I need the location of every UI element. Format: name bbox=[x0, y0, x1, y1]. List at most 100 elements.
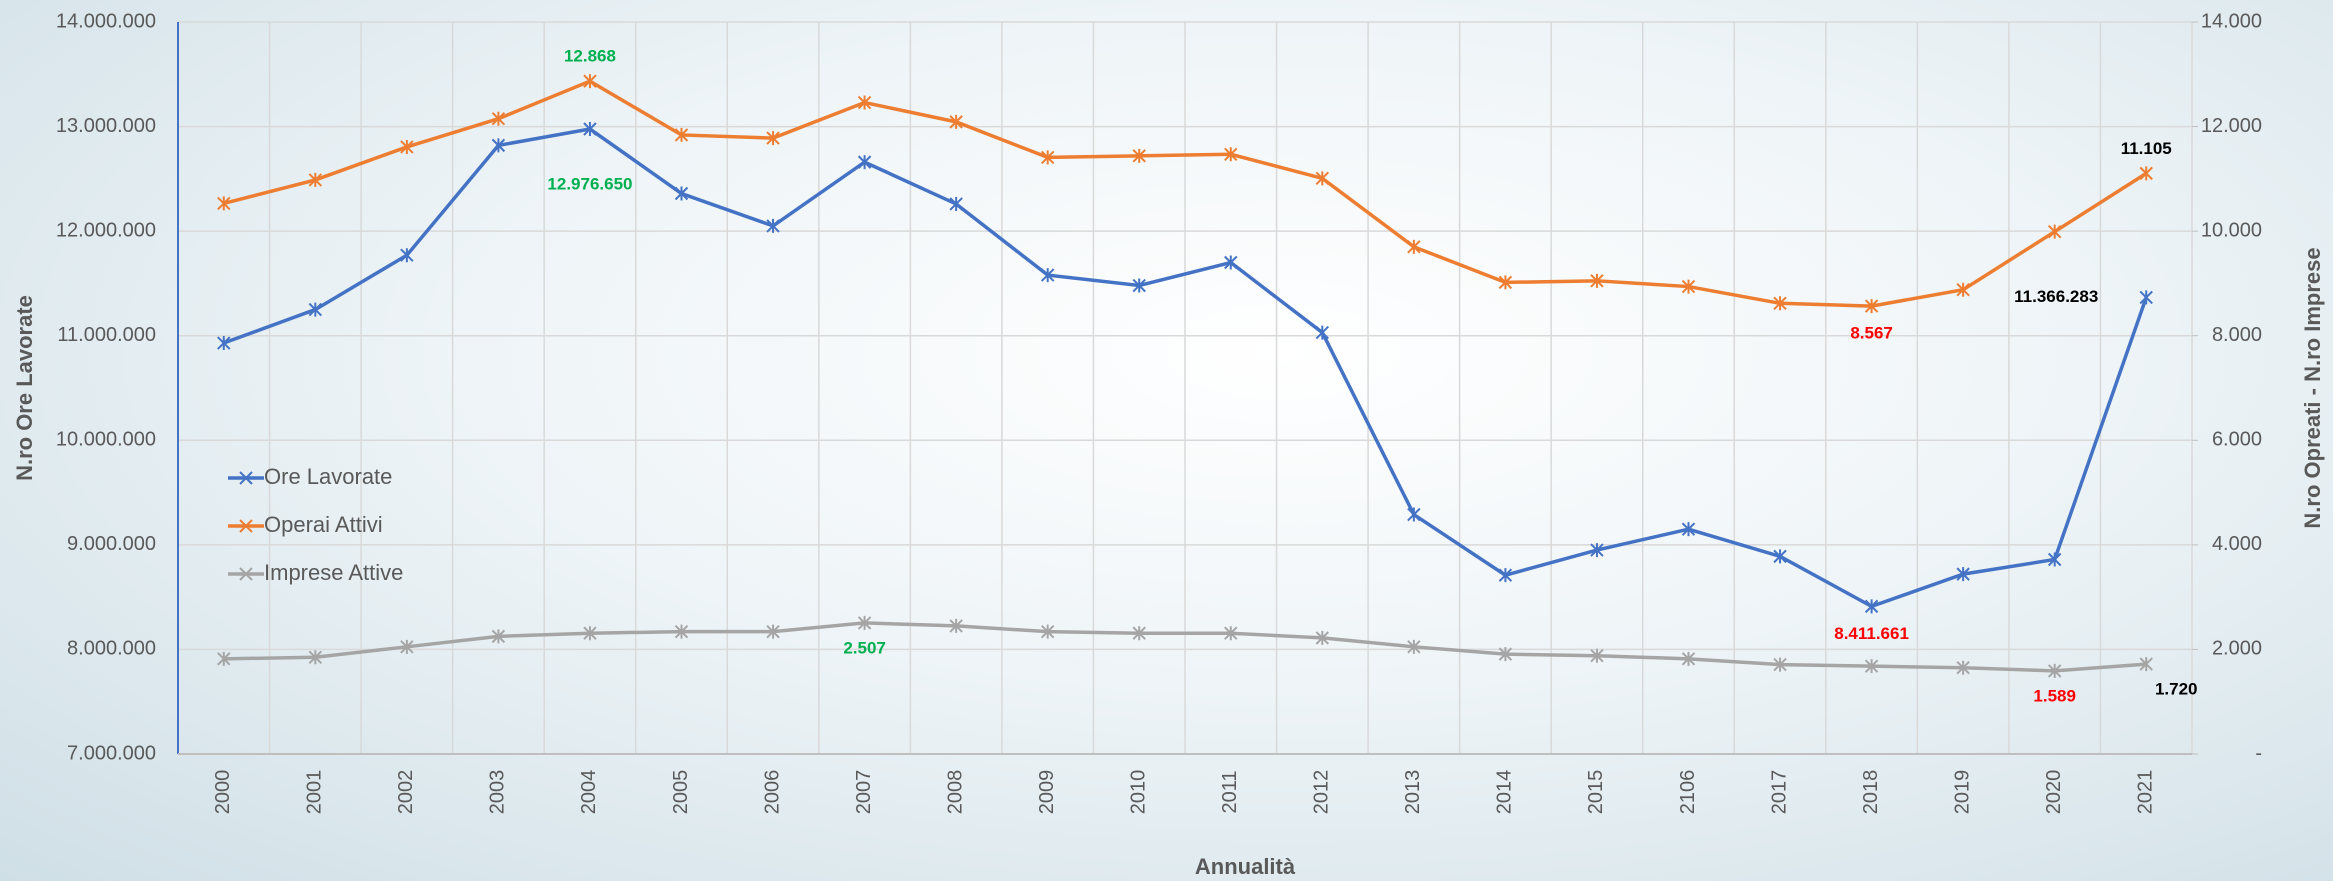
x-tick-label: 2020 bbox=[2043, 770, 2065, 815]
marker bbox=[583, 122, 597, 137]
x-tick-label: 2004 bbox=[578, 770, 600, 815]
x-tick-label: 2015 bbox=[1585, 770, 1607, 815]
series-line bbox=[223, 79, 2148, 308]
marker bbox=[2047, 552, 2062, 567]
marker bbox=[583, 626, 597, 641]
marker bbox=[766, 131, 780, 146]
marker bbox=[1407, 239, 1421, 254]
x-tick-label: 2000 bbox=[212, 770, 234, 815]
marker bbox=[491, 111, 506, 126]
y2-axis-title: N.ro Opreati - N.ro Imprese bbox=[2300, 247, 2325, 528]
marker bbox=[1681, 651, 1696, 666]
marker bbox=[217, 196, 231, 211]
data-label: 1.720 bbox=[2155, 680, 2198, 699]
marker bbox=[1315, 171, 1330, 186]
marker bbox=[1498, 275, 1513, 290]
x-tick-label: 2106 bbox=[1677, 770, 1699, 815]
marker bbox=[1132, 148, 1146, 163]
marker bbox=[308, 302, 323, 317]
y-tick-label: 11.000.000 bbox=[57, 324, 156, 346]
y-tick-label: 7.000.000 bbox=[67, 742, 156, 764]
marker bbox=[217, 336, 231, 351]
data-label: 12.868 bbox=[564, 47, 616, 66]
marker bbox=[583, 74, 597, 89]
legend-label: Operai Attivi bbox=[264, 512, 383, 537]
marker bbox=[1040, 624, 1055, 639]
marker bbox=[2139, 290, 2153, 305]
y2-tick-label: - bbox=[2255, 742, 2262, 764]
x-tick-label: 2017 bbox=[1768, 770, 1790, 815]
x-tick-label: 2011 bbox=[1219, 770, 1241, 813]
marker bbox=[674, 127, 689, 142]
data-label: 8.411.661 bbox=[1834, 624, 1909, 643]
marker bbox=[1315, 630, 1330, 645]
marker bbox=[2047, 663, 2062, 678]
marker bbox=[857, 615, 872, 630]
x-tick-label: 2018 bbox=[1860, 770, 1882, 815]
marker bbox=[674, 186, 689, 201]
marker bbox=[1590, 648, 1604, 663]
legend-marker bbox=[239, 567, 253, 581]
x-tick-label: 2009 bbox=[1036, 770, 1058, 815]
marker bbox=[857, 95, 872, 110]
marker bbox=[1040, 268, 1055, 283]
marker bbox=[1681, 522, 1696, 537]
y-axis-title: N.ro Ore Lavorate bbox=[12, 295, 37, 481]
marker bbox=[2139, 166, 2153, 181]
marker bbox=[1773, 657, 1787, 672]
marker bbox=[1498, 568, 1513, 583]
marker bbox=[217, 651, 231, 666]
marker bbox=[2047, 224, 2062, 239]
marker bbox=[949, 618, 963, 633]
x-tick-label: 2019 bbox=[1951, 770, 1973, 815]
marker bbox=[1224, 626, 1238, 641]
marker bbox=[1224, 147, 1238, 162]
x-tick-label: 2002 bbox=[395, 770, 417, 815]
x-tick-label: 2014 bbox=[1494, 770, 1516, 815]
y2-tick-label: 8.000 bbox=[2212, 324, 2262, 346]
marker bbox=[1681, 279, 1696, 294]
x-tick-label: 2012 bbox=[1311, 770, 1333, 815]
marker bbox=[1407, 639, 1421, 654]
y-tick-label: 9.000.000 bbox=[67, 533, 156, 555]
y-tick-label: 14.000.000 bbox=[56, 10, 156, 32]
marker bbox=[1864, 659, 1879, 674]
x-tick-label: 2007 bbox=[853, 770, 875, 815]
x-tick-label: 2008 bbox=[944, 770, 966, 815]
legend-marker bbox=[239, 471, 253, 485]
marker bbox=[1590, 543, 1604, 558]
marker bbox=[1132, 278, 1146, 293]
y2-tick-label: 12.000 bbox=[2201, 115, 2262, 137]
x-tick-label: 2006 bbox=[761, 770, 783, 815]
y-tick-label: 12.000.000 bbox=[56, 219, 156, 241]
legend-label: Imprese Attive bbox=[264, 560, 403, 585]
marker bbox=[1956, 282, 1970, 297]
y2-tick-label: 6.000 bbox=[2212, 429, 2262, 451]
x-tick-label: 2021 bbox=[2135, 770, 2157, 815]
marker bbox=[1773, 296, 1787, 311]
marker bbox=[766, 624, 780, 639]
y-tick-label: 8.000.000 bbox=[67, 638, 156, 660]
data-label: 11.366.283 bbox=[2014, 287, 2098, 306]
data-label: 12.976.650 bbox=[547, 174, 632, 193]
marker bbox=[1224, 255, 1238, 270]
marker bbox=[400, 248, 414, 263]
x-tick-label: 2010 bbox=[1128, 770, 1150, 815]
data-label: 11.105 bbox=[2121, 139, 2172, 158]
y-tick-label: 10.000.000 bbox=[56, 429, 156, 451]
y2-tick-label: 4.000 bbox=[2212, 533, 2262, 555]
x-tick-label: 2013 bbox=[1402, 770, 1424, 815]
marker bbox=[1590, 273, 1604, 288]
y-tick-label: 13.000.000 bbox=[56, 115, 156, 137]
marker bbox=[491, 629, 506, 644]
marker bbox=[2139, 657, 2153, 672]
marker bbox=[1956, 660, 1970, 675]
marker bbox=[400, 639, 414, 654]
y2-tick-label: 10.000 bbox=[2201, 219, 2262, 241]
marker bbox=[766, 218, 780, 233]
series-line bbox=[223, 621, 2147, 673]
x-tick-label: 2005 bbox=[670, 770, 692, 815]
marker bbox=[1864, 599, 1879, 614]
